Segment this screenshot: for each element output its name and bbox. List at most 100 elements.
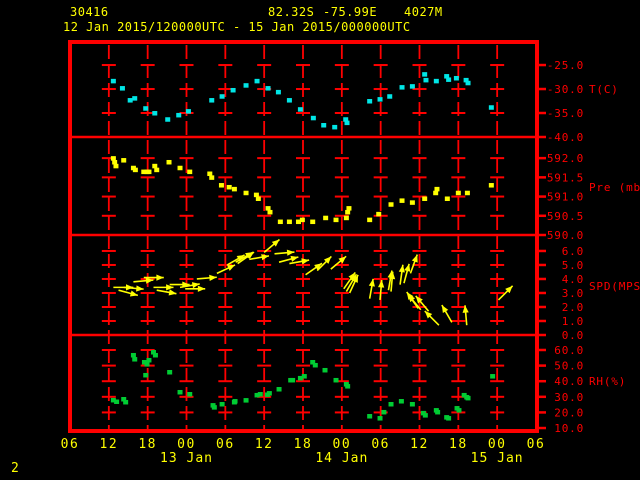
wind-vector-head bbox=[168, 289, 177, 296]
plot-frame bbox=[68, 40, 539, 433]
wind-vector-head bbox=[314, 263, 322, 271]
wind-vector-head bbox=[197, 285, 206, 292]
wind-vector-head bbox=[338, 256, 347, 264]
pressure-point bbox=[113, 163, 119, 169]
temperature-point bbox=[275, 89, 281, 95]
wind-vector-head bbox=[407, 294, 416, 303]
pressure-point bbox=[286, 219, 292, 225]
wind-vector-head bbox=[404, 263, 411, 272]
wind-vector-head bbox=[505, 285, 513, 294]
x-hour-label: 06 bbox=[216, 437, 235, 452]
y-tick-label: 591.5 bbox=[547, 171, 584, 184]
x-hour-label: 18 bbox=[138, 437, 157, 452]
x-hour-label: 00 bbox=[333, 437, 352, 452]
temperature-point bbox=[488, 105, 494, 110]
relative_humidity-point bbox=[144, 362, 150, 367]
temperature-point bbox=[422, 72, 428, 77]
relative_humidity-point bbox=[290, 377, 296, 383]
wind-vector-head bbox=[227, 264, 236, 271]
y-tick-label: 10.0 bbox=[554, 422, 584, 435]
wind-vector-head bbox=[415, 295, 423, 304]
pressure-point bbox=[333, 217, 339, 223]
pressure-point bbox=[141, 169, 147, 175]
pressure-point bbox=[346, 206, 352, 211]
temperature-point bbox=[343, 117, 349, 122]
y-tick-label: 60.0 bbox=[554, 344, 584, 357]
y-tick-label: 50.0 bbox=[554, 360, 584, 373]
wind-vector-head bbox=[441, 305, 449, 314]
temperature-point bbox=[465, 80, 471, 86]
relative_humidity-point bbox=[301, 374, 307, 379]
y-tick-label: 20.0 bbox=[554, 406, 584, 419]
y-tick-label: 592.0 bbox=[547, 152, 584, 165]
relative_humidity-point bbox=[121, 397, 127, 402]
wind-vector-head bbox=[378, 280, 385, 288]
temperature-point bbox=[143, 106, 149, 111]
relative_humidity-point bbox=[243, 398, 249, 403]
relative_humidity-point bbox=[211, 405, 217, 410]
wind-vector-head bbox=[136, 285, 144, 292]
pressure-point bbox=[255, 196, 261, 201]
relative_humidity-point bbox=[152, 352, 158, 358]
unit-label-pressure: Pre (mb) bbox=[589, 181, 640, 194]
relative_humidity-point bbox=[167, 369, 173, 375]
temperature-point bbox=[230, 87, 236, 93]
pressure-point bbox=[388, 202, 394, 207]
wind-vector-head bbox=[236, 254, 245, 262]
y-tick-label: -40.0 bbox=[547, 131, 584, 144]
temperature-point bbox=[463, 77, 469, 83]
pressure-point bbox=[253, 192, 259, 198]
temperature-point bbox=[446, 77, 452, 82]
station-id: 30416 bbox=[70, 5, 109, 19]
wind-vector-head bbox=[411, 254, 418, 263]
temperature-point bbox=[377, 97, 383, 102]
relative_humidity-point bbox=[266, 391, 272, 396]
relative_humidity-point bbox=[219, 401, 225, 407]
pressure-point bbox=[243, 190, 249, 196]
temperature-point bbox=[297, 107, 303, 112]
wind-vector-head bbox=[323, 256, 332, 264]
station-longitude: -75.99E bbox=[323, 5, 378, 19]
pressure-point bbox=[265, 206, 271, 211]
temperature-point bbox=[409, 84, 415, 89]
x-hour-label: 12 bbox=[410, 437, 429, 452]
wind-vector-head bbox=[301, 258, 310, 265]
temperature-point bbox=[132, 96, 138, 101]
wind-vector-head bbox=[352, 274, 359, 283]
pressure-point bbox=[433, 190, 439, 196]
wind-vector-head bbox=[209, 274, 217, 281]
relative_humidity-point bbox=[422, 413, 428, 418]
pressure-point bbox=[231, 186, 237, 192]
temperature-point bbox=[310, 115, 316, 121]
y-tick-label: 3.0 bbox=[562, 287, 584, 300]
relative_humidity-point bbox=[110, 397, 116, 403]
temperature-point bbox=[344, 120, 350, 126]
relative_humidity-point bbox=[123, 399, 129, 405]
y-tick-label: -35.0 bbox=[547, 107, 584, 120]
pressure-point bbox=[464, 190, 470, 196]
pressure-point bbox=[488, 183, 494, 188]
relative_humidity-point bbox=[456, 408, 462, 413]
y-tick-label: 0.0 bbox=[562, 329, 584, 342]
wind-vector-head bbox=[462, 305, 469, 313]
temperature-point bbox=[286, 98, 292, 103]
wind-vector-head bbox=[271, 239, 280, 247]
relative_humidity-point bbox=[141, 360, 147, 365]
x-date-label: 15 Jan bbox=[471, 451, 524, 466]
y-tick-label: 1.0 bbox=[562, 315, 584, 328]
x-hour-label: 06 bbox=[61, 437, 80, 452]
wind-vector-head bbox=[398, 264, 405, 273]
temperature-point bbox=[254, 78, 260, 84]
relative_humidity-point bbox=[377, 416, 383, 421]
wind-vector-head bbox=[191, 282, 200, 289]
time-period: 12 Jan 2015/120000UTC - 15 Jan 2015/0000… bbox=[63, 20, 411, 34]
wind-vector-head bbox=[368, 278, 375, 287]
pressure-point bbox=[323, 215, 329, 221]
y-tick-label: 5.0 bbox=[562, 259, 584, 272]
station-elevation: 4027M bbox=[404, 5, 443, 19]
pressure-point bbox=[226, 184, 232, 190]
x-hour-label: 00 bbox=[488, 437, 507, 452]
wind-vector-head bbox=[389, 271, 396, 280]
